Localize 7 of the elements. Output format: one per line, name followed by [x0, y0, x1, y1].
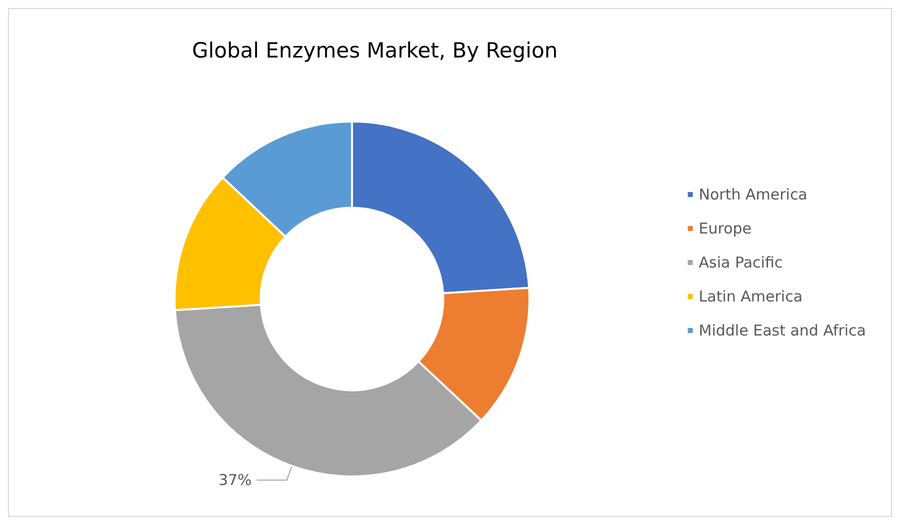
legend-label: Latin America [698, 288, 803, 306]
legend-label: Middle East and Africa [698, 322, 866, 340]
data-label: 37% [218, 471, 252, 490]
chart-title: Global Enzymes Market, By Region [192, 38, 558, 62]
legend-label: North America [698, 186, 808, 204]
legend-label: Asia Pacific [698, 254, 783, 272]
legend-label: Europe [698, 220, 752, 238]
